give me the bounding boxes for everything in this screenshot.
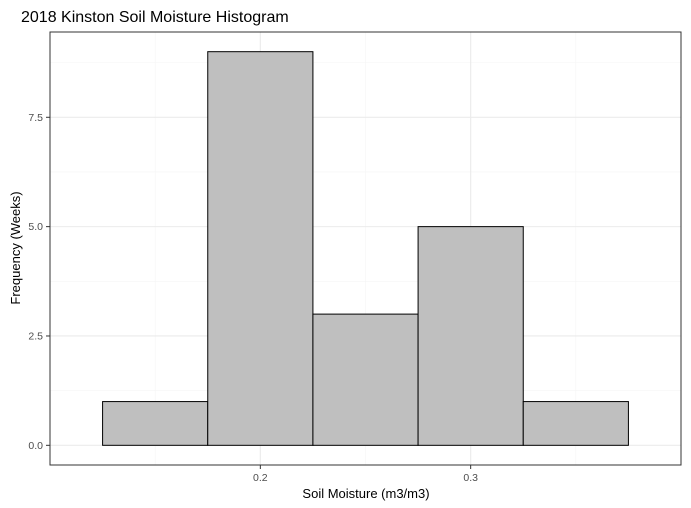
histogram-bar-0 [102,401,209,446]
panel-border [49,31,682,466]
y-tick-label-2: 5.0 [28,221,43,233]
x-axis-label: Soil Moisture (m3/m3) [302,486,429,501]
histogram-bar-3 [417,226,524,446]
axes: 0.0 2.5 5.0 7.5 0.2 0.3 [28,31,682,484]
histogram-bar-2 [312,313,419,446]
x-tick-label-0: 0.2 [253,472,268,484]
y-tick-label-3: 7.5 [28,112,43,124]
y-axis-label: Frequency (Weeks) [8,191,23,304]
y-tick-label-1: 2.5 [28,331,43,343]
histogram-bars [102,51,629,446]
histogram-bar-4 [522,401,629,446]
y-tick-label-0: 0.0 [28,440,43,452]
histogram-bar-1 [207,51,314,446]
chart-title: 2018 Kinston Soil Moisture Histogram [21,9,289,26]
x-tick-label-1: 0.3 [463,472,478,484]
